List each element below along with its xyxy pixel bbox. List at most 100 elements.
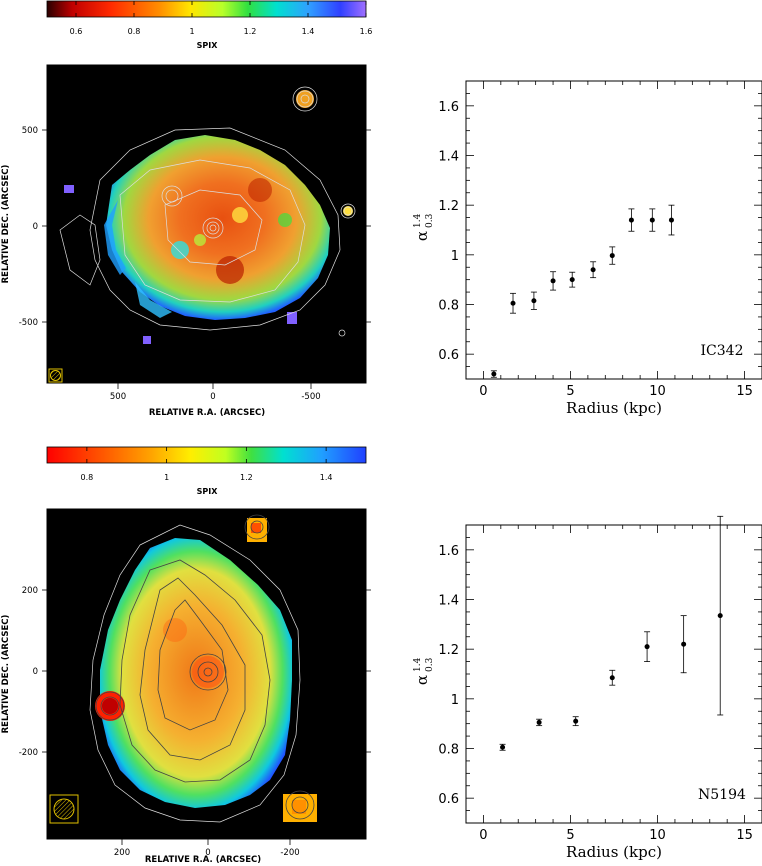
colorbar-tick-label: 1: [189, 27, 194, 36]
x-tick-label: 15: [736, 828, 753, 843]
y-axis-label-sub: 0.3: [425, 213, 435, 228]
map-xtick-label: 0: [205, 848, 210, 858]
y-axis-label-sub: 0.3: [425, 657, 435, 672]
map-ytick-label: 200: [22, 586, 38, 596]
marker: [536, 719, 542, 725]
x-tick-label: 0: [479, 828, 487, 843]
y-tick-label: 1.2: [438, 199, 459, 214]
colorbar-tick-label: 1.2: [240, 473, 253, 482]
map-ylabel: RELATIVE DEC. (ARCSEC): [1, 615, 11, 734]
y-tick-label: 1: [451, 693, 459, 708]
marker: [550, 278, 556, 284]
data-point: [628, 208, 635, 232]
y-tick-label: 0.6: [438, 348, 459, 363]
y-axis-label-sup: 1.4: [413, 657, 423, 672]
colorbar-tick-label: 1.6: [360, 27, 373, 36]
data-point: [668, 204, 675, 236]
colorbar-tick-label: 1: [164, 473, 169, 482]
y-axis-label: α 1.4 0.3: [413, 657, 435, 685]
x-tick-label: 5: [566, 828, 574, 843]
marker: [573, 718, 579, 724]
data-point: [530, 291, 537, 310]
data-point: [717, 515, 724, 716]
colorbar-tick-label: 0.8: [81, 473, 94, 482]
galaxy-label: N5194: [698, 787, 746, 803]
map-xtick-label: 200: [114, 848, 130, 858]
y-tick-label: 0.8: [438, 299, 459, 314]
data-point: [609, 669, 616, 686]
x-tick-label: 0: [479, 384, 487, 399]
y-tick-label: 0.6: [438, 792, 459, 807]
colorbar-1: 0.6 0.8 1 1.2 1.4 1.6 SPIX: [46, 0, 373, 50]
data-point: [590, 261, 597, 279]
x-tick-label: 5: [566, 384, 574, 399]
n5194-contours: [89, 524, 301, 823]
marker: [590, 267, 596, 273]
plot-frame: [465, 524, 762, 824]
y-axis-label: α 1.4 0.3: [413, 213, 435, 241]
marker: [491, 371, 497, 377]
map-ytick-label: -200: [19, 748, 38, 758]
data-point: [536, 718, 543, 727]
y-axis-label-sup: 1.4: [413, 213, 423, 228]
data-point: [569, 271, 576, 288]
x-axis-label: Radius (kpc): [566, 399, 662, 417]
y-tick-label: 1.6: [438, 544, 459, 559]
y-tick-label: 1.2: [438, 643, 459, 658]
map-ytick-label: 0: [33, 222, 38, 232]
data-point: [499, 743, 506, 751]
colorbar-tick-label: 1.2: [244, 27, 257, 36]
marker: [500, 744, 506, 750]
map-xtick-label: -200: [280, 848, 299, 858]
data-point: [550, 271, 557, 291]
colorbar-tick-label: 0.6: [70, 27, 83, 36]
beam-icon: [53, 798, 75, 820]
colorbar-label: SPIX: [197, 41, 219, 50]
data-point: [490, 370, 497, 378]
y-tick-label: 0.8: [438, 743, 459, 758]
colorbar-2: 0.8 1 1.2 1.4 SPIX: [46, 446, 367, 496]
map-ytick-label: -500: [19, 318, 38, 328]
x-tick-label: 10: [649, 828, 666, 843]
colorbar-tick-label: 1.4: [320, 473, 333, 482]
marker: [717, 613, 723, 619]
y-tick-label: 1.4: [438, 594, 459, 609]
marker: [668, 217, 674, 223]
data-point: [644, 631, 651, 662]
galaxy-label: IC342: [701, 343, 744, 359]
colorbar-label: SPIX: [197, 487, 219, 496]
marker: [681, 641, 687, 647]
map-ytick-label: 500: [22, 126, 38, 136]
y-tick-label: 1.4: [438, 150, 459, 165]
y-tick-label: 1: [451, 249, 459, 264]
marker: [609, 675, 615, 681]
n5194-scatter-plot: 0 5 10 15 0.6 0.8 1 1.2 1.4 1.6 N5194 Radius (kpc) α…: [413, 515, 762, 861]
map-xtick-label: -500: [301, 392, 320, 402]
y-axis-label-alpha: α: [413, 675, 431, 685]
marker: [609, 253, 615, 259]
y-tick-label: 1.6: [438, 100, 459, 115]
data-point: [680, 615, 687, 674]
marker: [569, 277, 575, 283]
colorbar-tick-label: 0.8: [128, 27, 141, 36]
plot-frame: [465, 80, 762, 380]
marker: [649, 217, 655, 223]
data-point: [572, 716, 579, 727]
y-axis-label-alpha: α: [413, 231, 431, 241]
data-point: [609, 246, 616, 265]
ic342-contours: [59, 86, 356, 337]
map-ylabel: RELATIVE DEC. (ARCSEC): [1, 165, 11, 284]
marker: [531, 298, 537, 304]
beam-icon: [50, 370, 61, 381]
data-point: [510, 292, 517, 314]
x-axis-label: Radius (kpc): [566, 843, 662, 861]
marker: [510, 300, 516, 306]
map-xtick-label: 0: [210, 392, 215, 402]
x-tick-label: 15: [736, 384, 753, 399]
ic342-scatter-plot: 0 5 10 15 0.6 0.8 1 1.2 1.4 1.6 IC342 Radius (kpc) α…: [413, 80, 762, 417]
colorbar-tick-label: 1.4: [302, 27, 315, 36]
marker: [644, 644, 650, 650]
